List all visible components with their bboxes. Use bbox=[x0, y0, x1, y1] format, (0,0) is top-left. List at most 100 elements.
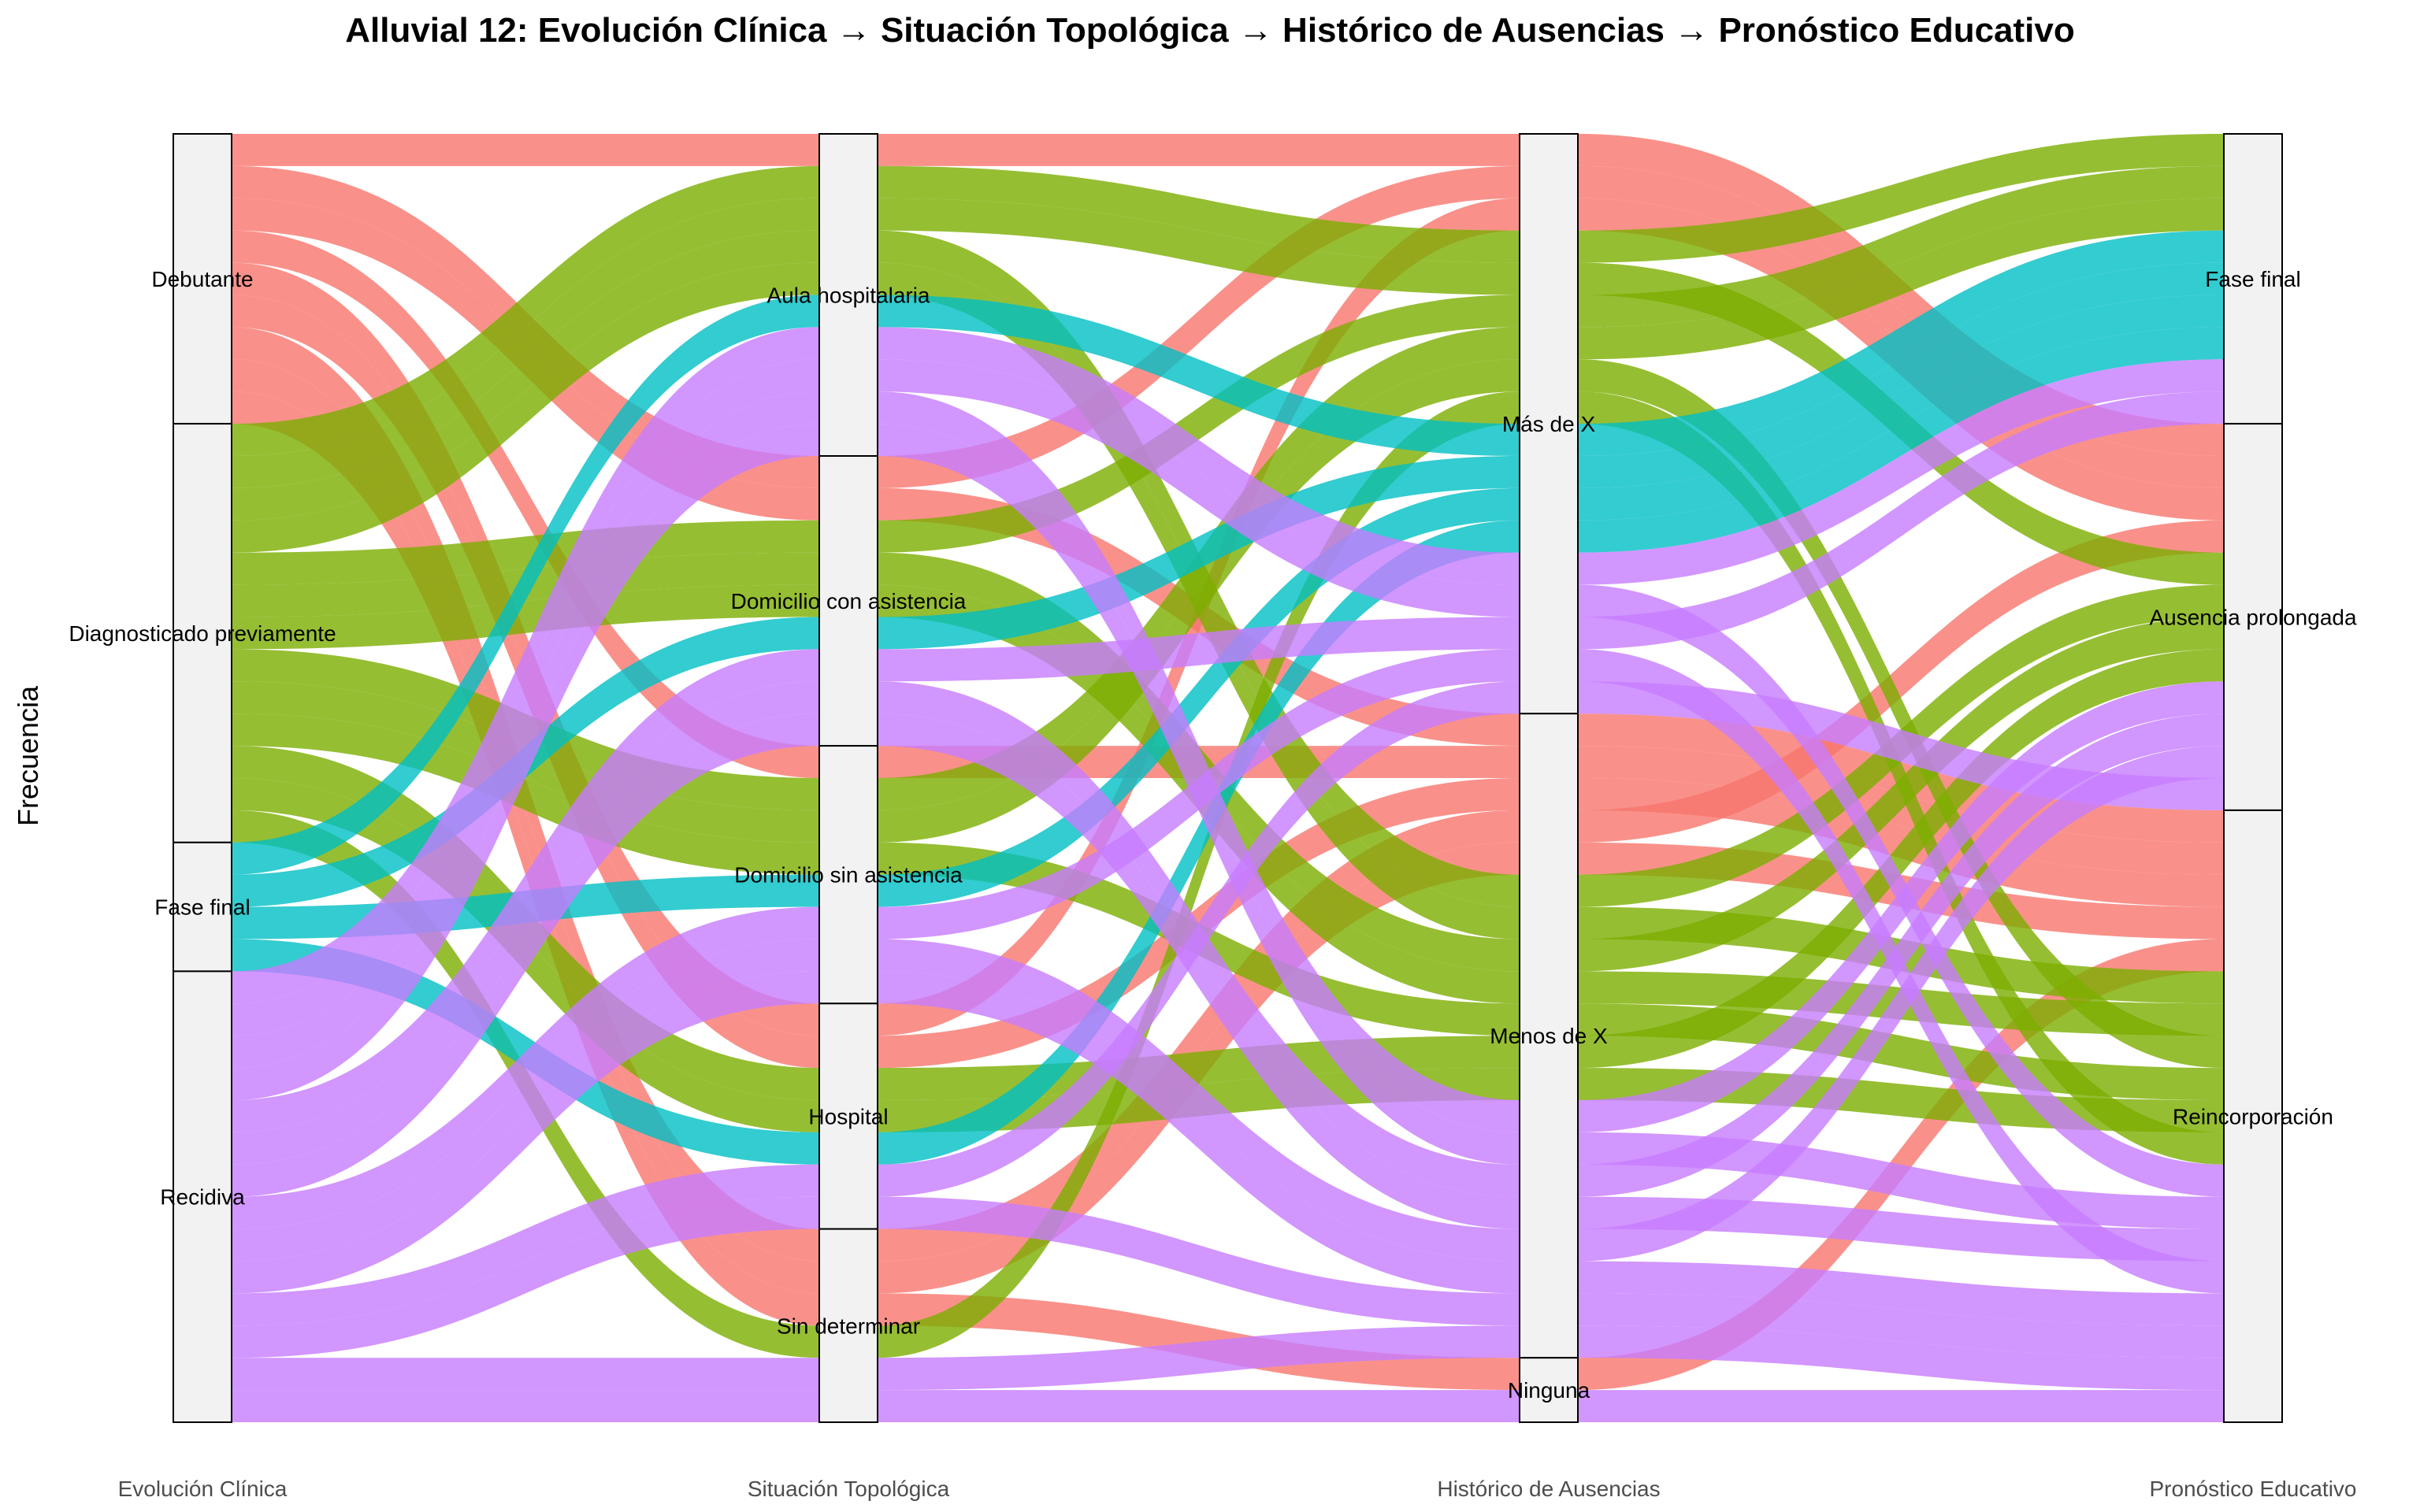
flow-33-historico-de-ausencias-to-pronostico-educativo bbox=[1578, 713, 2224, 1197]
axis-label-pronostico-educativo: Pronóstico Educativo bbox=[2149, 1477, 2356, 1501]
flow-19-historico-de-ausencias-to-pronostico-educativo bbox=[1578, 359, 2224, 1069]
flow-12-evolucion-clinica-to-situacion-topologica bbox=[232, 198, 819, 488]
stratum-label-situacion-topologica-aula-hospitalaria: Aula hospitalaria bbox=[766, 284, 930, 308]
flow-31-situacion-topologica-to-historico-de-ausencias bbox=[878, 617, 1520, 682]
flow-28-evolucion-clinica-to-situacion-topologica bbox=[232, 359, 819, 1036]
flow-37-historico-de-ausencias-to-pronostico-educativo bbox=[1578, 681, 2224, 810]
stratum-historico-de-ausencias-menos-de-x bbox=[1519, 713, 1579, 1359]
stratum-label-situacion-topologica-sin-determinar: Sin determinar bbox=[777, 1314, 920, 1338]
flows-layer bbox=[232, 134, 2224, 1422]
flow-37-evolucion-clinica-to-situacion-topologica bbox=[232, 1164, 819, 1326]
flow-7-evolucion-clinica-to-situacion-topologica bbox=[232, 359, 819, 1294]
flow-36-situacion-topologica-to-historico-de-ausencias bbox=[878, 939, 1520, 1262]
flow-13-evolucion-clinica-to-situacion-topologica bbox=[232, 230, 819, 521]
flow-40-historico-de-ausencias-to-pronostico-educativo bbox=[1578, 1390, 2224, 1422]
flow-39-historico-de-ausencias-to-pronostico-educativo bbox=[1578, 1325, 2224, 1391]
flow-39-evolucion-clinica-to-situacion-topologica bbox=[232, 1358, 819, 1391]
flow-30-evolucion-clinica-to-situacion-topologica bbox=[232, 391, 819, 1069]
stratum-evolucion-clinica-fase-final bbox=[173, 841, 232, 973]
stratum-situacion-topologica-sin-determinar bbox=[818, 1228, 878, 1423]
flow-30-historico-de-ausencias-to-pronostico-educativo bbox=[1578, 681, 2224, 1132]
flow-26-historico-de-ausencias-to-pronostico-educativo bbox=[1578, 327, 2224, 553]
flow-14-evolucion-clinica-to-situacion-topologica bbox=[232, 520, 819, 585]
flow-4-evolucion-clinica-to-situacion-topologica bbox=[232, 230, 819, 778]
stratum-pronostico-educativo-fase-final bbox=[2223, 133, 2283, 425]
flow-34-situacion-topologica-to-historico-de-ausencias bbox=[878, 649, 1520, 939]
flow-31-evolucion-clinica-to-situacion-topologica bbox=[232, 649, 819, 1132]
flow-35-situacion-topologica-to-historico-de-ausencias bbox=[878, 971, 1520, 1294]
flow-37-situacion-topologica-to-historico-de-ausencias bbox=[878, 681, 1520, 1197]
flow-27-situacion-topologica-to-historico-de-ausencias bbox=[878, 327, 1520, 585]
flow-10-situacion-topologica-to-historico-de-ausencias bbox=[878, 165, 1520, 263]
flow-36-evolucion-clinica-to-situacion-topologica bbox=[232, 939, 819, 1262]
flow-9-evolucion-clinica-to-situacion-topologica bbox=[232, 391, 819, 1326]
flow-25-historico-de-ausencias-to-pronostico-educativo bbox=[1578, 295, 2224, 521]
flow-18-evolucion-clinica-to-situacion-topologica bbox=[232, 713, 819, 875]
flow-19-situacion-topologica-to-historico-de-ausencias bbox=[878, 359, 1520, 843]
stratum-evolucion-clinica-diagnosticado-previamente bbox=[173, 423, 232, 843]
flow-38-evolucion-clinica-to-situacion-topologica bbox=[232, 1196, 819, 1358]
flow-31-historico-de-ausencias-to-pronostico-educativo bbox=[1578, 391, 2224, 650]
axis-labels-layer: Evolución Clínica Situación Topológica His… bbox=[118, 1477, 2357, 1501]
flow-23-situacion-topologica-to-historico-de-ausencias bbox=[878, 295, 1520, 456]
flow-1-evolucion-clinica-to-situacion-topologica bbox=[232, 134, 819, 166]
stratum-label-situacion-topologica-hospital: Hospital bbox=[808, 1104, 888, 1128]
flow-39-situacion-topologica-to-historico-de-ausencias bbox=[878, 1325, 1520, 1391]
stratum-label-evolucion-clinica-recidiva: Recidiva bbox=[160, 1185, 245, 1210]
flow-3-situacion-topologica-to-historico-de-ausencias bbox=[878, 165, 1520, 488]
stratum-evolucion-clinica-debutante bbox=[173, 133, 232, 425]
stratum-historico-de-ausencias-mas-de-x bbox=[1519, 133, 1579, 715]
strata-layer: Debutante Diagnosticado previamente Fase f… bbox=[69, 133, 2357, 1423]
axis-label-historico-de-ausencias: Histórico de Ausencias bbox=[1437, 1477, 1660, 1501]
stratum-label-historico-de-ausencias-mas-de-x: Más de X bbox=[1502, 412, 1596, 436]
flow-15-evolucion-clinica-to-situacion-topologica bbox=[232, 584, 819, 650]
stratum-evolucion-clinica-recidiva bbox=[173, 970, 232, 1423]
flow-35-evolucion-clinica-to-situacion-topologica bbox=[232, 971, 819, 1294]
flow-40-evolucion-clinica-to-situacion-topologica bbox=[232, 1390, 819, 1422]
flow-17-historico-de-ausencias-to-pronostico-educativo bbox=[1578, 198, 2224, 360]
flow-14-historico-de-ausencias-to-pronostico-educativo bbox=[1578, 165, 2224, 328]
flow-21-historico-de-ausencias-to-pronostico-educativo bbox=[1578, 649, 2224, 1069]
flow-23-historico-de-ausencias-to-pronostico-educativo bbox=[1578, 230, 2224, 456]
flow-26-situacion-topologica-to-historico-de-ausencias bbox=[878, 520, 1520, 1165]
flow-33-evolucion-clinica-to-situacion-topologica bbox=[232, 681, 819, 1165]
flow-22-historico-de-ausencias-to-pronostico-educativo bbox=[1578, 391, 2224, 1165]
stratum-historico-de-ausencias-ninguna bbox=[1519, 1357, 1579, 1423]
axis-label-evolucion-clinica: Evolución Clínica bbox=[118, 1477, 288, 1501]
flow-10-historico-de-ausencias-to-pronostico-educativo bbox=[1578, 134, 2224, 263]
flow-8-situacion-topologica-to-historico-de-ausencias bbox=[878, 810, 1520, 1262]
stratum-label-historico-de-ausencias-menos-de-x: Menos de X bbox=[1490, 1024, 1608, 1048]
flow-10-evolucion-clinica-to-situacion-topologica bbox=[232, 165, 819, 456]
stratum-situacion-topologica-domicilio-con-asistencia bbox=[818, 455, 878, 747]
flow-29-evolucion-clinica-to-situacion-topologica bbox=[232, 424, 819, 1100]
flow-30-situacion-topologica-to-historico-de-ausencias bbox=[878, 391, 1520, 1132]
flow-22-situacion-topologica-to-historico-de-ausencias bbox=[878, 391, 1520, 1358]
flow-32-situacion-topologica-to-historico-de-ausencias bbox=[878, 713, 1520, 1229]
stratum-label-evolucion-clinica-fase-final: Fase final bbox=[154, 895, 250, 920]
flow-28-situacion-topologica-to-historico-de-ausencias bbox=[878, 359, 1520, 617]
flow-25-situacion-topologica-to-historico-de-ausencias bbox=[878, 487, 1520, 907]
flow-12-situacion-topologica-to-historico-de-ausencias bbox=[878, 198, 1520, 295]
flow-11-evolucion-clinica-to-situacion-topologica bbox=[232, 262, 819, 553]
flow-27-evolucion-clinica-to-situacion-topologica bbox=[232, 327, 819, 1004]
stratum-label-situacion-topologica-domicilio-con-asistencia: Domicilio con asistencia bbox=[731, 589, 967, 613]
flow-40-situacion-topologica-to-historico-de-ausencias bbox=[878, 1390, 1520, 1422]
flow-14-situacion-topologica-to-historico-de-ausencias bbox=[878, 295, 1520, 553]
stratum-pronostico-educativo-ausencia-prolongada bbox=[2223, 423, 2283, 811]
stratum-label-evolucion-clinica-debutante: Debutante bbox=[151, 267, 253, 291]
flow-8-historico-de-ausencias-to-pronostico-educativo bbox=[1578, 520, 2224, 843]
stratum-label-pronostico-educativo-fase-final: Fase final bbox=[2205, 267, 2300, 291]
stratum-label-evolucion-clinica-diagnosticado-previamente: Diagnosticado previamente bbox=[69, 621, 336, 646]
flow-35-historico-de-ausencias-to-pronostico-educativo bbox=[1578, 1261, 2224, 1326]
flow-32-historico-de-ausencias-to-pronostico-educativo bbox=[1578, 1196, 2224, 1262]
flow-24-historico-de-ausencias-to-pronostico-educativo bbox=[1578, 262, 2224, 488]
chart-title: Alluvial 12: Evolución Clínica → Situaci… bbox=[345, 11, 2075, 50]
flow-28-historico-de-ausencias-to-pronostico-educativo bbox=[1578, 584, 2224, 1197]
flow-34-historico-de-ausencias-to-pronostico-educativo bbox=[1578, 649, 2224, 1294]
flow-23-evolucion-clinica-to-situacion-topologica bbox=[232, 295, 819, 875]
flow-34-evolucion-clinica-to-situacion-topologica bbox=[232, 906, 819, 1229]
axis-label-situacion-topologica: Situación Topológica bbox=[748, 1477, 950, 1501]
flow-27-historico-de-ausencias-to-pronostico-educativo bbox=[1578, 359, 2224, 585]
flow-38-historico-de-ausencias-to-pronostico-educativo bbox=[1578, 1293, 2224, 1358]
